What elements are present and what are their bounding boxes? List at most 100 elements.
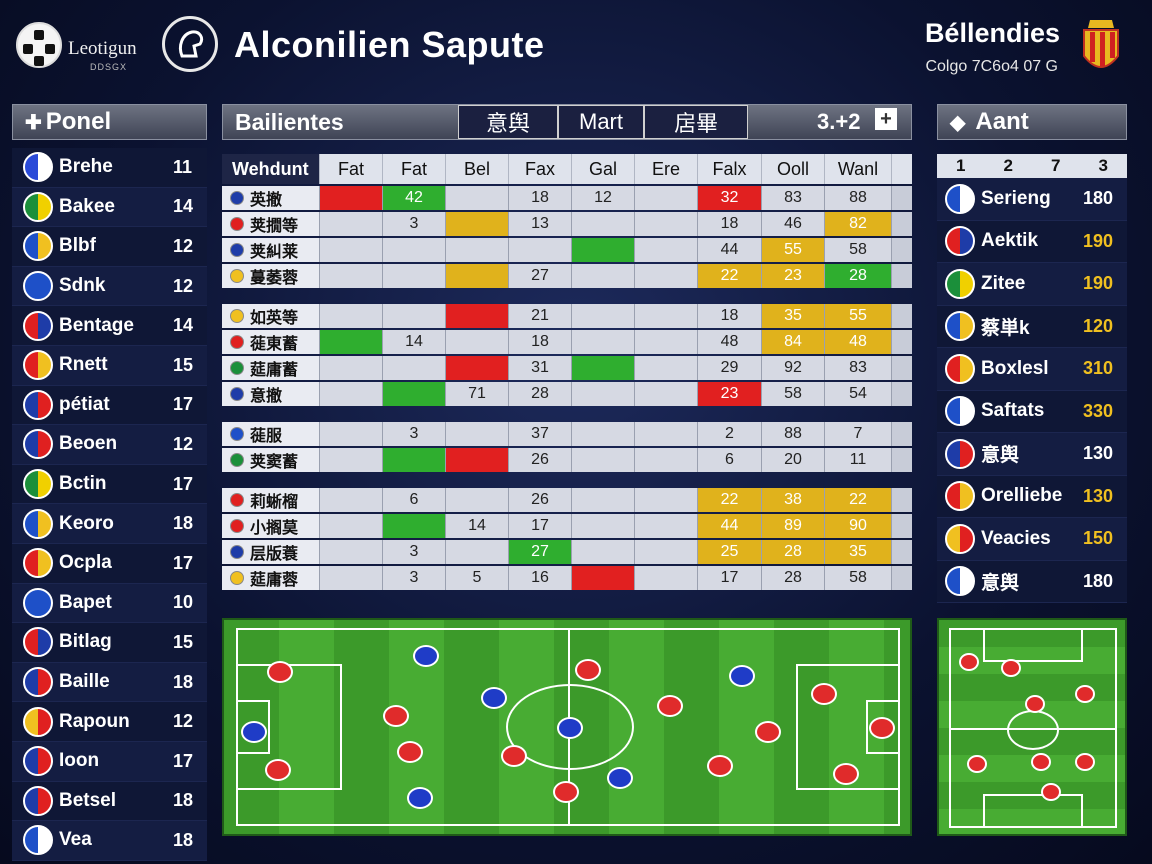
team-flag-icon	[230, 361, 244, 375]
stat-cell	[635, 566, 698, 590]
formation-pitch[interactable]	[222, 618, 912, 836]
right-list-item[interactable]: 意舆 130	[937, 433, 1127, 476]
stat-cell	[635, 304, 698, 328]
right-list-item[interactable]: Aektik 190	[937, 220, 1127, 263]
right-list-item[interactable]: Saftats 330	[937, 390, 1127, 433]
player-token[interactable]	[755, 721, 781, 743]
table-row[interactable]: 英撤 42 18 12 32 83 88	[222, 186, 912, 210]
right-list-item[interactable]: Orelliebe 130	[937, 475, 1127, 518]
table-row[interactable]: 荚撊等 3 13 18 46 82	[222, 212, 912, 236]
left-list-item[interactable]: Ioon 17	[12, 741, 207, 782]
left-list-item[interactable]: Bapet 10	[12, 583, 207, 624]
player-token[interactable]	[481, 687, 507, 709]
player-token[interactable]	[241, 721, 267, 743]
left-list-item[interactable]: Rapoun 12	[12, 702, 207, 742]
segment-tab-1[interactable]: 意舆	[458, 105, 558, 139]
table-row[interactable]: 小搁莫 14 17 44 89 90	[222, 514, 912, 538]
player-token[interactable]	[267, 661, 293, 683]
column-header[interactable]: Gal	[572, 154, 635, 184]
column-header[interactable]: Fat	[383, 154, 446, 184]
player-token[interactable]	[967, 755, 987, 773]
stat-cell: 23	[698, 382, 762, 406]
left-list-item[interactable]: Blbf 12	[12, 227, 207, 267]
player-token[interactable]	[607, 767, 633, 789]
right-list-item[interactable]: Zitee 190	[937, 263, 1127, 306]
left-list-item[interactable]: Sdnk 12	[12, 266, 207, 307]
column-header[interactable]: Ere	[635, 154, 698, 184]
table-row[interactable]: 莉蜥榴 6 26 22 38 22	[222, 488, 912, 512]
right-list-item[interactable]: 蔡単k 120	[937, 305, 1127, 348]
player-token[interactable]	[707, 755, 733, 777]
player-token[interactable]	[501, 745, 527, 767]
table-row[interactable]: 莚庸蓄 31 29 92 83	[222, 356, 912, 380]
stat-cell: 22	[698, 264, 762, 288]
player-token[interactable]	[833, 763, 859, 785]
left-list-item[interactable]: Bctin 17	[12, 464, 207, 505]
player-token[interactable]	[657, 695, 683, 717]
table-row[interactable]: 荚窦蓄 26 6 20 11	[222, 448, 912, 472]
table-row[interactable]: 层版蓑 3 27 25 28 35	[222, 540, 912, 564]
table-row[interactable]: 蔓萎蓉 27 22 23 28	[222, 264, 912, 288]
player-token[interactable]	[869, 717, 895, 739]
player-token[interactable]	[413, 645, 439, 667]
player-token[interactable]	[1025, 695, 1045, 713]
table-row[interactable]: 如英等 21 18 35 55	[222, 304, 912, 328]
team-name: Rnett	[59, 354, 108, 376]
player-token[interactable]	[1041, 783, 1061, 801]
left-list-item[interactable]: Bentage 14	[12, 306, 207, 346]
column-header[interactable]: Wanl	[825, 154, 892, 184]
stat-cell	[572, 238, 635, 262]
right-list-item[interactable]: Serieng 180	[937, 178, 1127, 221]
left-list-item[interactable]: Beoen 12	[12, 425, 207, 465]
stat-cell: 17	[509, 514, 572, 538]
column-header[interactable]: Fax	[509, 154, 572, 184]
player-token[interactable]	[407, 787, 433, 809]
stat-cell	[383, 264, 446, 288]
left-list-item[interactable]: Keoro 18	[12, 504, 207, 544]
mini-formation-pitch[interactable]	[937, 618, 1127, 836]
table-row[interactable]: 莚庸蓉 3 5 16 17 28 58	[222, 566, 912, 590]
player-token[interactable]	[575, 659, 601, 681]
table-row[interactable]: 蓰東蓄 14 18 48 84 48	[222, 330, 912, 354]
team-value: 130	[1083, 485, 1114, 506]
left-list-item[interactable]: Betsel 18	[12, 781, 207, 822]
player-token[interactable]	[265, 759, 291, 781]
player-token[interactable]	[1031, 753, 1051, 771]
column-header[interactable]: Fat	[320, 154, 383, 184]
right-list-item[interactable]: 意舆 180	[937, 560, 1127, 603]
left-list-item[interactable]: Bitlag 15	[12, 623, 207, 663]
left-panel-header[interactable]: ✚ Ponel	[12, 104, 207, 140]
column-header[interactable]: Falx	[698, 154, 762, 184]
column-header[interactable]: Ooll	[762, 154, 825, 184]
player-token[interactable]	[1075, 753, 1095, 771]
left-list-item[interactable]: Brehe 11	[12, 148, 207, 188]
right-list-item[interactable]: Veacies 150	[937, 518, 1127, 561]
stat-cell	[320, 514, 383, 538]
player-token[interactable]	[959, 653, 979, 671]
column-header[interactable]: Bel	[446, 154, 509, 184]
player-token[interactable]	[397, 741, 423, 763]
stat-cell	[446, 212, 509, 236]
right-list-item[interactable]: Boxlesl 310	[937, 348, 1127, 391]
player-token[interactable]	[557, 717, 583, 739]
player-token[interactable]	[553, 781, 579, 803]
table-row[interactable]: 荚糾莱 44 55 58	[222, 238, 912, 262]
left-list-item[interactable]: Ocpla 17	[12, 543, 207, 584]
player-token[interactable]	[811, 683, 837, 705]
left-list-item[interactable]: Vea 18	[12, 821, 207, 861]
player-token[interactable]	[1001, 659, 1021, 677]
table-row[interactable]: 意撤 71 28 23 58 54	[222, 382, 912, 406]
segment-tab-3[interactable]: 扂畢	[644, 105, 748, 139]
player-token[interactable]	[383, 705, 409, 727]
segment-tab-2[interactable]: Mart	[558, 105, 644, 139]
left-list-item[interactable]: pétiat 17	[12, 385, 207, 426]
right-panel-header[interactable]: ◆ Aant	[937, 104, 1127, 140]
add-icon[interactable]: +	[875, 108, 897, 130]
table-row[interactable]: 蓰服 3 37 2 88 7	[222, 422, 912, 446]
player-token[interactable]	[1075, 685, 1095, 703]
left-list-item[interactable]: Bakee 14	[12, 187, 207, 228]
left-list-item[interactable]: Baille 18	[12, 662, 207, 703]
left-list-item[interactable]: Rnett 15	[12, 345, 207, 386]
column-header[interactable]: Wehdunt	[222, 154, 320, 184]
player-token[interactable]	[729, 665, 755, 687]
